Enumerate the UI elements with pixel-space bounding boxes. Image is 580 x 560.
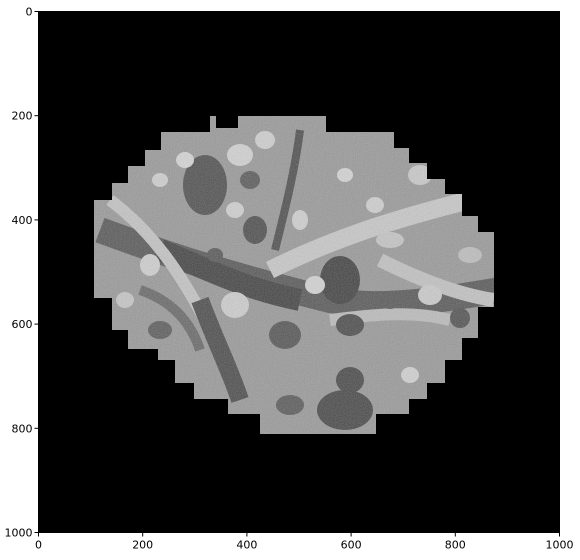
x-tick-label: 0 xyxy=(35,539,42,552)
y-tick-label: 200 xyxy=(12,110,33,123)
x-tick-label: 800 xyxy=(445,539,466,552)
y-axis: 0 200 400 600 800 1000 xyxy=(5,6,39,540)
x-tick-label: 200 xyxy=(132,539,153,552)
axes-frame xyxy=(38,11,560,533)
x-tick-label: 1000 xyxy=(546,539,574,552)
y-tick-label: 1000 xyxy=(5,527,33,540)
x-tick-label: 600 xyxy=(341,539,362,552)
y-tick-label: 800 xyxy=(12,422,33,435)
y-tick-label: 400 xyxy=(12,214,33,227)
y-tick-label: 600 xyxy=(12,318,33,331)
x-axis: 0 200 400 600 800 1000 xyxy=(35,532,574,552)
y-tick-label: 0 xyxy=(26,6,33,19)
x-tick-label: 400 xyxy=(236,539,257,552)
